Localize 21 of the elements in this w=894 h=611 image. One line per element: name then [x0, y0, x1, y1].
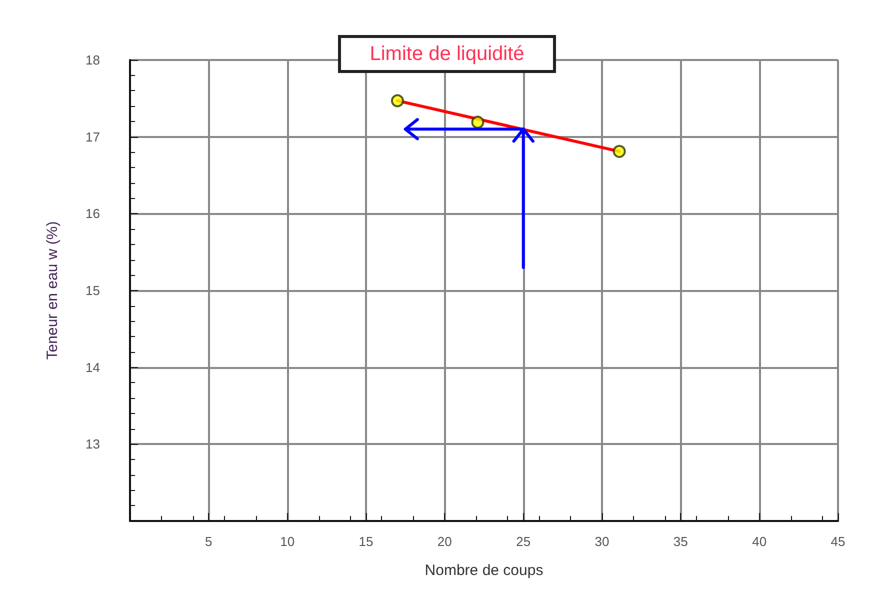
- x-tick-label: 45: [830, 534, 846, 549]
- point: [612, 144, 626, 158]
- x-tick-label: 30: [594, 534, 610, 549]
- y-tick-label: 18: [86, 52, 100, 68]
- x-axis-title: Nombre de coups: [424, 562, 544, 579]
- y-tick-label: 15: [86, 283, 100, 298]
- y-tick-label: 14: [86, 360, 100, 375]
- chart-title: Limite de liquidité: [370, 43, 524, 65]
- y-axis-title: Teneur en eau w (%): [44, 221, 61, 360]
- x-tick-label: 35: [673, 534, 688, 549]
- point: [390, 94, 404, 108]
- y-tick-label: 17: [86, 129, 100, 144]
- point: [471, 116, 484, 129]
- y-tick-label: 16: [86, 206, 100, 222]
- y-tick-label: 13: [86, 436, 100, 452]
- x-tick-label: 15: [358, 534, 374, 549]
- x-tick-label: 25: [516, 534, 531, 549]
- x-tick-label: 40: [752, 534, 767, 549]
- x-tick-label: 20: [437, 534, 452, 549]
- x-tick-label: 10: [280, 534, 295, 549]
- x-tick-label: 5: [205, 534, 212, 549]
